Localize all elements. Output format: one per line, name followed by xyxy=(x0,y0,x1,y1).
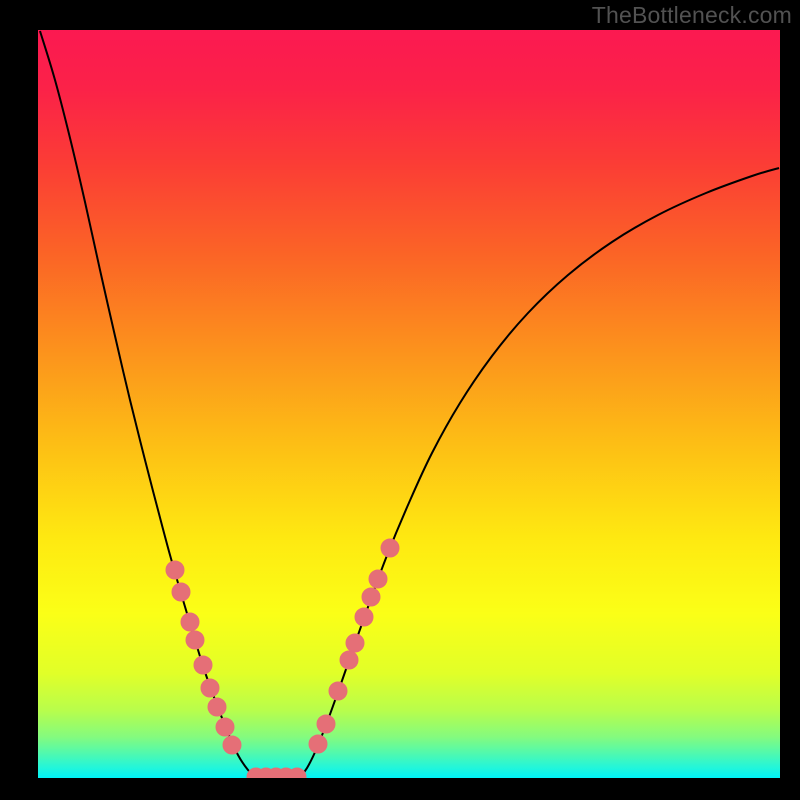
marker-dot xyxy=(186,631,204,649)
marker-dot xyxy=(216,718,234,736)
attribution-label: TheBottleneck.com xyxy=(592,2,792,29)
marker-dot xyxy=(166,561,184,579)
marker-dot xyxy=(309,735,327,753)
chart-stage: TheBottleneck.com xyxy=(0,0,800,800)
marker-dot xyxy=(381,539,399,557)
marker-dot xyxy=(208,698,226,716)
marker-dot xyxy=(329,682,347,700)
marker-dot xyxy=(317,715,335,733)
marker-dot xyxy=(355,608,373,626)
marker-dot xyxy=(362,588,380,606)
marker-dot xyxy=(340,651,358,669)
marker-dot xyxy=(346,634,364,652)
bottleneck-chart-svg xyxy=(0,0,800,800)
marker-dot xyxy=(181,613,199,631)
marker-dot xyxy=(172,583,190,601)
marker-dot xyxy=(369,570,387,588)
marker-dot xyxy=(223,736,241,754)
marker-dot xyxy=(194,656,212,674)
plot-background xyxy=(38,30,780,778)
marker-dot xyxy=(201,679,219,697)
